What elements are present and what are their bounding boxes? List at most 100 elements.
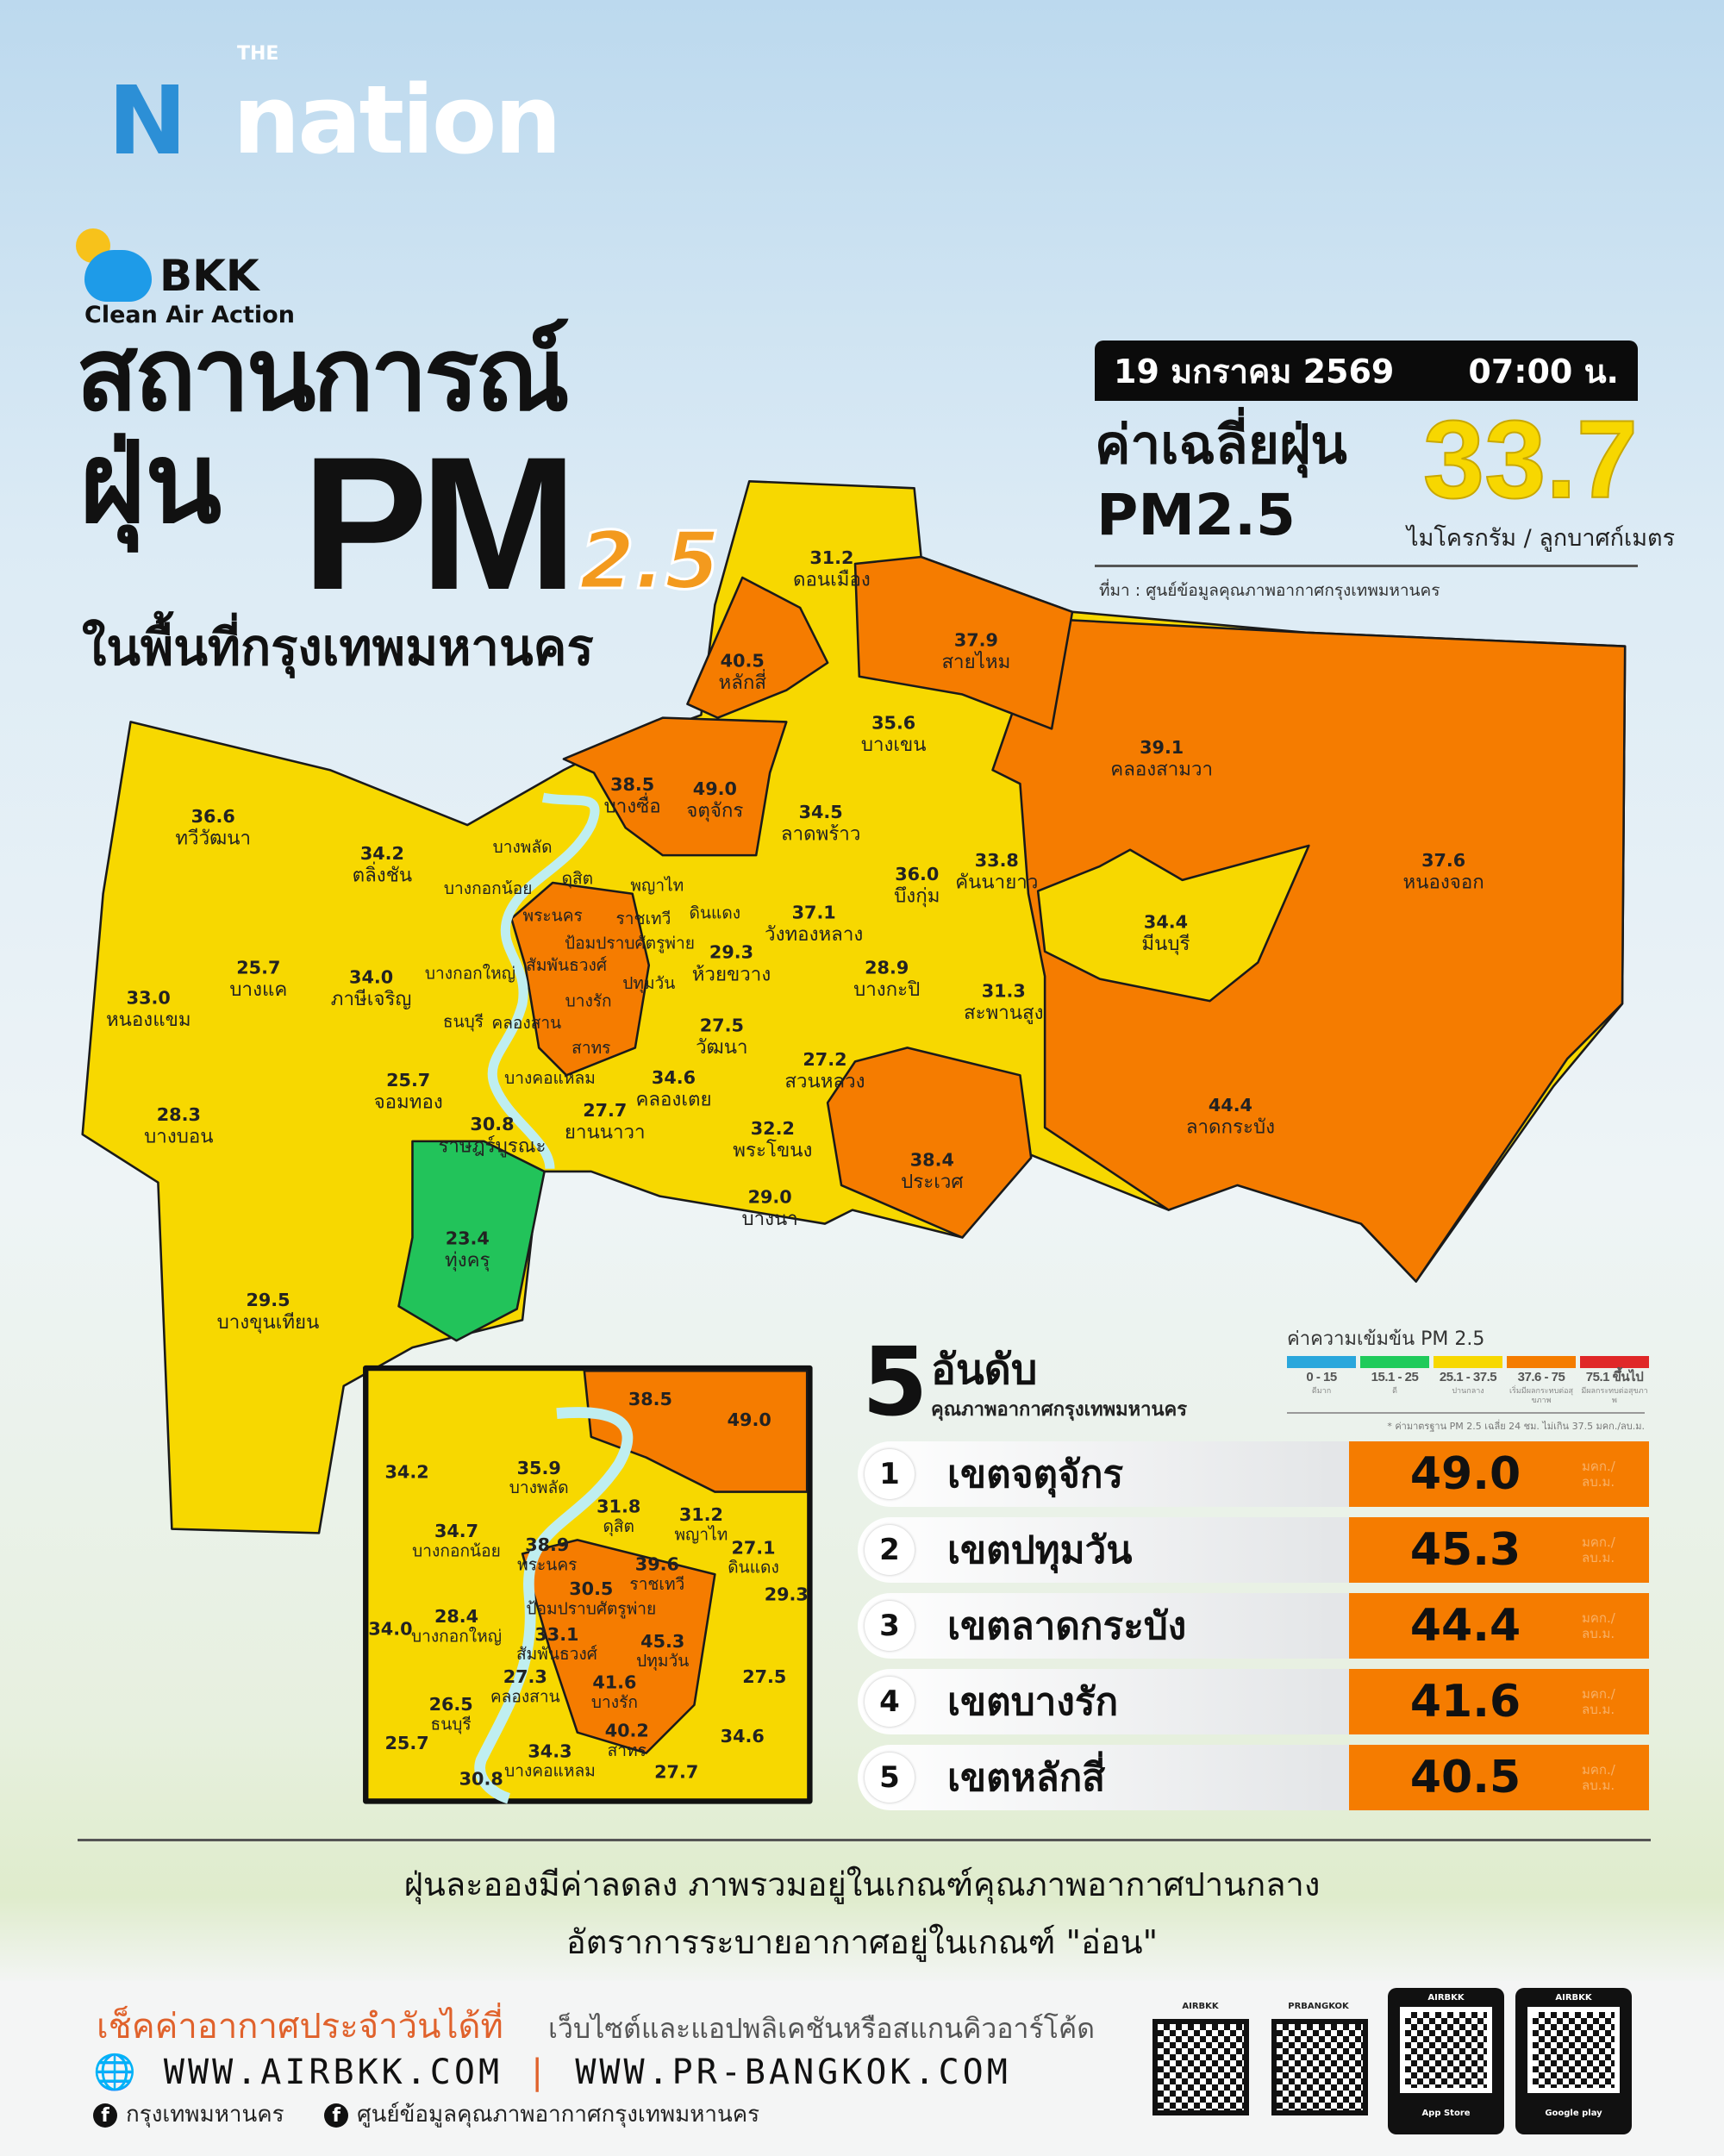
inset-name: บางกอกน้อย bbox=[412, 1541, 501, 1561]
district-name: หลักสี่ bbox=[718, 669, 766, 694]
qr-label-airbkk: AIRBKK bbox=[1182, 2002, 1219, 2011]
value-box: 40.5 มคก./ ลบ.ม. bbox=[1349, 1745, 1649, 1810]
district-name: ปทุมวัน bbox=[622, 973, 675, 994]
district-name: ป้อมปราบศัตรูพ่าย bbox=[565, 934, 695, 953]
legend-label: ดีมาก bbox=[1311, 1387, 1332, 1396]
district-name: มีนบุรี bbox=[1141, 933, 1190, 955]
district-value: 28.9 bbox=[865, 957, 909, 978]
district-value: 38.5 bbox=[610, 774, 654, 795]
district-value: 44.4 bbox=[1209, 1095, 1252, 1115]
map-laksi bbox=[686, 576, 829, 719]
inset-value: 38.5 bbox=[628, 1389, 672, 1409]
ranking-row: 2 เขตปทุมวัน 45.3 มคก./ ลบ.ม. bbox=[858, 1517, 1649, 1583]
district-value: 25.7 bbox=[236, 957, 280, 978]
inset-name: ดินแดง bbox=[728, 1558, 779, 1578]
average-label-pm: PM2.5 bbox=[1096, 482, 1296, 548]
inset-name: บางพลัด bbox=[509, 1478, 569, 1497]
map-minburi bbox=[1036, 844, 1310, 1003]
district-value: 29.3 bbox=[709, 942, 753, 963]
qr-code-google-play bbox=[1527, 2007, 1620, 2093]
app-store-qr[interactable]: AIRBKK App Store bbox=[1388, 1988, 1504, 2134]
pm25-value: 45.3 bbox=[1409, 1524, 1521, 1576]
inset-name: พญาไท bbox=[674, 1524, 728, 1544]
pm25-value: 41.6 bbox=[1409, 1676, 1521, 1728]
legend-swatch bbox=[1507, 1356, 1576, 1368]
inset-value: 39.6 bbox=[635, 1553, 679, 1574]
district-name: ประเวศ bbox=[901, 1171, 963, 1193]
qr-code-airbkk[interactable] bbox=[1152, 2019, 1249, 2115]
district-name: สวนหลวง bbox=[784, 1071, 865, 1093]
value-box: 41.6 มคก./ ลบ.ม. bbox=[1349, 1669, 1649, 1734]
inset-value: 34.6 bbox=[721, 1726, 765, 1747]
district-value: 34.5 bbox=[799, 802, 843, 822]
district-name: บางขุนเทียน bbox=[217, 1311, 320, 1334]
district-name: บางกอกใหญ่ bbox=[425, 964, 515, 984]
inset-name: บางกอกใหญ่ bbox=[411, 1626, 502, 1646]
footer-websites: 🌐 WWW.AIRBKK.COM | WWW.PR-BANGKOK.COM bbox=[93, 2052, 1011, 2092]
qr-code-prbangkok[interactable] bbox=[1271, 2019, 1368, 2115]
store-label: AIRBKK bbox=[1555, 1993, 1592, 2003]
district-name: เขตปทุมวัน bbox=[947, 1528, 1133, 1572]
district-value: 38.4 bbox=[910, 1150, 954, 1171]
district-name: คลองสาน bbox=[491, 1013, 561, 1033]
inset-value: 29.3 bbox=[765, 1584, 809, 1605]
link-pr-bangkok[interactable]: WWW.PR-BANGKOK.COM bbox=[575, 2053, 1011, 2092]
district-value: 27.7 bbox=[583, 1100, 627, 1121]
inset-value: 41.6 bbox=[592, 1672, 636, 1693]
average-value: 33.7 bbox=[1422, 398, 1639, 522]
district-name: ดอนเมือง bbox=[793, 569, 871, 591]
inset-name: ราชเทวี bbox=[629, 1574, 684, 1594]
ranking-row: 3 เขตลาดกระบัง 44.4 มคก./ ลบ.ม. bbox=[858, 1593, 1649, 1659]
district-value: 34.4 bbox=[1144, 912, 1188, 933]
district-value: 29.0 bbox=[748, 1187, 792, 1208]
unit: มคก./ ลบ.ม. bbox=[1582, 1686, 1615, 1717]
link-airbkk[interactable]: WWW.AIRBKK.COM bbox=[163, 2053, 503, 2092]
legend-range: 37.6 - 75 bbox=[1517, 1370, 1565, 1384]
district-name: บางแค bbox=[229, 978, 287, 1001]
district-name: วังทองหลาง bbox=[765, 923, 863, 946]
district-value: 34.6 bbox=[652, 1067, 696, 1088]
facebook-bangkok[interactable]: กรุงเทพมหานคร bbox=[126, 2102, 284, 2128]
value-box: 44.4 มคก./ ลบ.ม. bbox=[1349, 1593, 1649, 1659]
district-value: 29.5 bbox=[246, 1290, 290, 1310]
district-value: 37.6 bbox=[1421, 850, 1465, 871]
bkk-logo-title: BKK bbox=[159, 251, 259, 301]
district-name: จตุจักร bbox=[686, 799, 743, 822]
inset-value: 31.2 bbox=[679, 1504, 723, 1525]
pm25-value: 44.4 bbox=[1409, 1600, 1521, 1652]
inset-name: สัมพันธวงศ์ bbox=[516, 1644, 597, 1664]
title-pm: PM bbox=[302, 417, 578, 629]
legend-label: เริ่มมีผลกระทบต่อสุขภาพ bbox=[1508, 1387, 1574, 1405]
district-name: บางคอแหลม bbox=[504, 1068, 596, 1088]
district-value: 34.2 bbox=[360, 843, 404, 864]
district-value: 35.6 bbox=[871, 712, 915, 733]
district-name: เขตลาดกระบัง bbox=[947, 1604, 1187, 1648]
inset-name: ปทุมวัน bbox=[636, 1651, 689, 1672]
inset-value: 34.2 bbox=[385, 1462, 429, 1483]
district-name: ราชเทวี bbox=[615, 909, 671, 928]
ranking-row: 5 เขตหลักสี่ 40.5 มคก./ ลบ.ม. bbox=[858, 1745, 1649, 1810]
inset-name: ธนบุรี bbox=[431, 1714, 472, 1734]
footer-check: เช็คค่าอากาศประจำวันได้ที่ bbox=[97, 2007, 503, 2047]
district-name: บึงกุ่ม bbox=[894, 884, 940, 907]
facebook-air-center[interactable]: ศูนย์ข้อมูลคุณภาพอากาศกรุงเทพมหานคร bbox=[357, 2102, 760, 2128]
district-name: ลาดกระบัง bbox=[1186, 1115, 1275, 1138]
district-value: 28.3 bbox=[157, 1104, 201, 1125]
inset-name: คลองสาน bbox=[490, 1687, 560, 1707]
inset-orange-north bbox=[583, 1369, 809, 1493]
title-line2: ฝุ่น bbox=[79, 417, 222, 548]
ranking-row: 1 เขตจตุจักร 49.0 มคก./ ลบ.ม. bbox=[858, 1441, 1649, 1507]
district-value: 23.4 bbox=[446, 1228, 490, 1248]
inset-value: 34.7 bbox=[434, 1521, 478, 1541]
district-name: พระโขนง bbox=[733, 1139, 812, 1161]
source: ที่มา : ศูนย์ข้อมูลคุณภาพอากาศกรุงเทพมหา… bbox=[1099, 581, 1440, 600]
facebook-icon: f bbox=[93, 2103, 117, 2128]
unit: มคก./ ลบ.ม. bbox=[1582, 1534, 1615, 1565]
date-bar: 19 มกราคม 2569 07:00 น. bbox=[1095, 341, 1638, 401]
district-value: 31.3 bbox=[982, 980, 1026, 1001]
unit: มคก./ ลบ.ม. bbox=[1582, 1459, 1615, 1490]
unit: มคก./ ลบ.ม. bbox=[1582, 1610, 1615, 1641]
district-value: 32.2 bbox=[751, 1118, 795, 1139]
google-play-qr[interactable]: AIRBKK Google play bbox=[1515, 1988, 1632, 2134]
district-value: 37.9 bbox=[954, 630, 998, 651]
